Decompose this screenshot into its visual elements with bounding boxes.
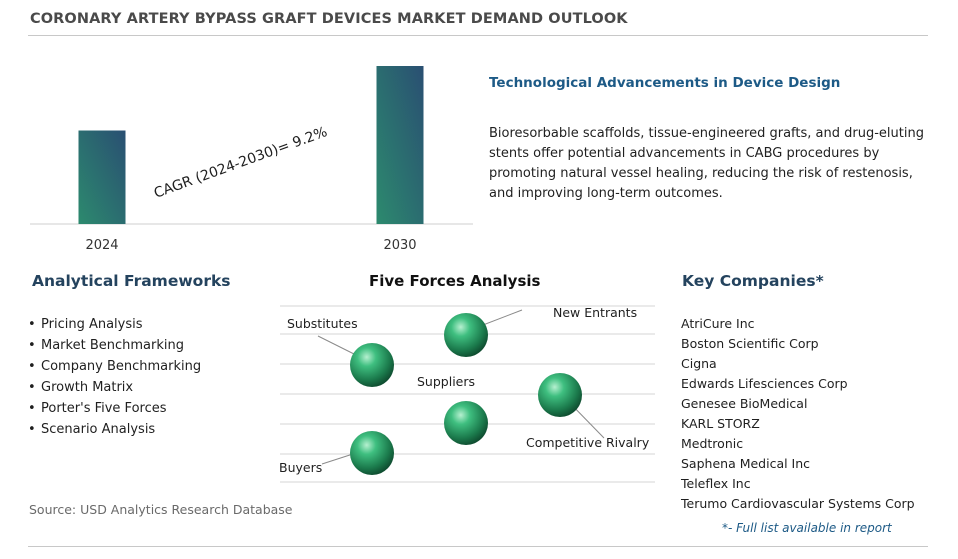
new-entrants-sphere-icon xyxy=(444,313,488,357)
list-item: Growth Matrix xyxy=(28,377,201,398)
x-tick-label: 2030 xyxy=(383,238,416,253)
list-item: Saphena Medical Inc xyxy=(681,456,811,471)
page-title: CORONARY ARTERY BYPASS GRAFT DEVICES MAR… xyxy=(30,11,628,27)
frameworks-heading: Analytical Frameworks xyxy=(32,272,231,290)
bottom-divider xyxy=(28,546,928,547)
tech-description: Bioresorbable scaffolds, tissue-engineer… xyxy=(489,126,924,201)
x-tick-label: 2024 xyxy=(85,238,118,253)
five-forces-diagram: Substitutes New Entrants Suppliers Compe… xyxy=(279,305,655,483)
list-item: Edwards Lifesciences Corp xyxy=(681,376,848,391)
suppliers-sphere-icon xyxy=(444,401,488,445)
companies-list: AtriCure Inc Boston Scientific Corp Cign… xyxy=(681,314,915,514)
bar-2024 xyxy=(78,130,126,224)
five-forces-heading: Five Forces Analysis xyxy=(369,272,541,290)
top-divider xyxy=(28,35,928,36)
companies-heading: Key Companies* xyxy=(682,272,824,290)
rivalry-sphere-icon xyxy=(538,373,582,417)
list-item: Medtronic xyxy=(681,436,744,451)
market-bar-chart: 2024 2030 CAGR (2024-2030)= 9.2% xyxy=(30,66,473,253)
list-item: Market Benchmarking xyxy=(28,335,201,356)
source-note: Source: USD Analytics Research Database xyxy=(29,502,293,517)
list-item: Boston Scientific Corp xyxy=(681,336,819,351)
suppliers-label: Suppliers xyxy=(417,374,475,389)
buyers-label: Buyers xyxy=(279,460,322,475)
cagr-annotation: CAGR (2024-2030)= 9.2% xyxy=(152,124,330,202)
list-item: Porter's Five Forces xyxy=(28,398,201,419)
list-item: Teleflex Inc xyxy=(681,476,751,491)
competitive-rivalry-label: Competitive Rivalry xyxy=(526,435,650,450)
frameworks-list: Pricing Analysis Market Benchmarking Com… xyxy=(28,314,201,440)
list-item: Genesee BioMedical xyxy=(681,396,808,411)
list-item: Pricing Analysis xyxy=(28,314,201,335)
buyers-sphere-icon xyxy=(350,431,394,475)
list-item: Company Benchmarking xyxy=(28,356,201,377)
list-item: AtriCure Inc xyxy=(681,316,755,331)
new-entrants-label: New Entrants xyxy=(553,305,637,320)
list-item: Cigna xyxy=(681,356,717,371)
list-item: KARL STORZ xyxy=(681,416,760,431)
substitutes-label: Substitutes xyxy=(287,316,358,331)
list-item: Terumo Cardiovascular Systems Corp xyxy=(681,496,915,511)
list-item: Scenario Analysis xyxy=(28,419,201,440)
companies-note: *- Full list available in report xyxy=(722,521,892,535)
bar-2030 xyxy=(376,66,424,224)
substitutes-sphere-icon xyxy=(350,343,394,387)
tech-heading: Technological Advancements in Device Des… xyxy=(489,75,841,91)
